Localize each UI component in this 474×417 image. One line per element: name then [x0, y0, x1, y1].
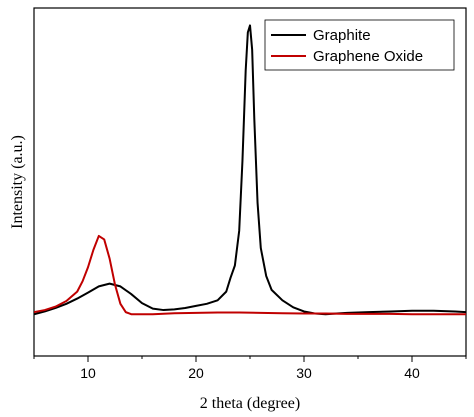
- x-tick-label: 10: [80, 365, 96, 381]
- x-axis-title: 2 theta (degree): [200, 395, 300, 412]
- x-tick-label: 40: [404, 365, 420, 381]
- legend: Graphite Graphene Oxide: [264, 19, 455, 71]
- x-axis-ticks: 10 20 30 40: [33, 356, 467, 381]
- series-line-graphene-oxide: [34, 234, 466, 316]
- x-tick-label: 30: [296, 365, 312, 381]
- legend-label-graphene-oxide: Graphene Oxide: [313, 48, 423, 65]
- legend-label-graphite: Graphite: [313, 27, 371, 44]
- x-tick-label: 20: [188, 365, 204, 381]
- legend-box: [264, 19, 455, 71]
- series-layer: [34, 24, 466, 316]
- y-axis-title: Intensity (a.u.): [9, 135, 26, 229]
